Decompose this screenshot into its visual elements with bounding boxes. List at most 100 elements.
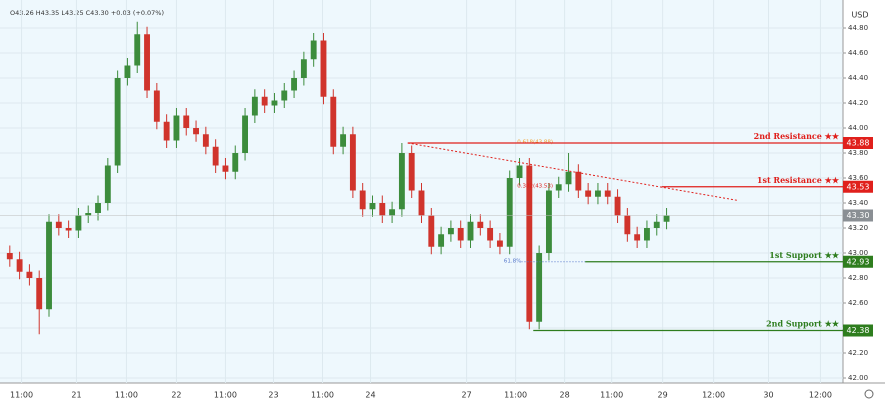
x-tick-label: 29 xyxy=(658,391,668,400)
level-name: 1st Resistance ★★ xyxy=(757,175,840,185)
currency: USD xyxy=(851,11,868,20)
x-tick-label: 12:00 xyxy=(809,391,832,400)
candle-body xyxy=(487,228,494,241)
candle-body xyxy=(310,40,317,60)
candle-body xyxy=(389,209,396,216)
settings-icon[interactable] xyxy=(864,389,874,399)
y-tick-label: 43.20 xyxy=(848,224,868,232)
candle-body xyxy=(369,203,376,210)
axis-bg xyxy=(843,0,885,407)
x-tick-label: 11:00 xyxy=(504,391,527,400)
candle-body xyxy=(75,215,82,231)
x-tick-label: 11:00 xyxy=(10,391,33,400)
x-tick-label: 11:00 xyxy=(115,391,138,400)
y-tick-label: 42.20 xyxy=(848,349,868,357)
candle-body xyxy=(624,215,631,235)
fib-label: 0.382(43.53) xyxy=(517,183,553,189)
candle-body xyxy=(261,96,268,106)
y-tick-label: 42.00 xyxy=(848,374,868,382)
candle-body xyxy=(349,134,356,191)
level-name: 2nd Support ★★ xyxy=(766,319,840,329)
x-tick-label: 11:00 xyxy=(600,391,623,400)
level-tag xyxy=(843,137,873,149)
candle-body xyxy=(202,134,209,147)
candle-body xyxy=(438,234,445,247)
candle-body xyxy=(85,213,92,216)
candle-body xyxy=(300,59,307,78)
candle-body xyxy=(496,240,503,247)
candle-body xyxy=(545,190,552,253)
fib-label: 61.8% xyxy=(504,258,521,264)
y-tick-label: 43.40 xyxy=(848,199,868,207)
candle-body xyxy=(104,165,111,203)
candle-body xyxy=(153,90,160,122)
y-tick-label: 42.60 xyxy=(848,299,868,307)
level-name: 2nd Resistance ★★ xyxy=(754,131,840,141)
candle-body xyxy=(340,134,347,147)
candle-body xyxy=(398,153,405,210)
candle-body xyxy=(653,221,660,228)
candle-body xyxy=(242,115,248,153)
candle-body xyxy=(536,253,543,322)
candle-body xyxy=(506,178,513,247)
candle-body xyxy=(95,203,101,213)
candle-body xyxy=(222,165,229,172)
x-tick-label: 27 xyxy=(461,391,471,400)
candle-body xyxy=(614,196,621,216)
x-tick-label: 30 xyxy=(763,391,773,400)
candle-body xyxy=(46,221,52,310)
x-tick-label: 11:00 xyxy=(214,391,237,400)
x-tick-label: 21 xyxy=(71,391,81,400)
candle-body xyxy=(418,190,425,216)
candle-body xyxy=(555,184,562,191)
y-tick-label: 42.80 xyxy=(848,274,868,282)
candle-body xyxy=(526,165,533,322)
candle-body xyxy=(16,259,23,272)
candle-body xyxy=(6,253,13,260)
x-tick-label: 24 xyxy=(365,391,375,400)
level-value: 42.38 xyxy=(847,326,870,335)
candle-body xyxy=(134,34,141,66)
candle-body xyxy=(291,78,298,91)
y-tick-label: 44.00 xyxy=(848,124,868,132)
candle-body xyxy=(65,228,72,231)
candle-body xyxy=(26,271,33,278)
candle-body xyxy=(604,190,611,197)
y-tick-label: 43.00 xyxy=(848,249,868,257)
y-tick-label: 43.60 xyxy=(848,174,868,182)
candle-body xyxy=(565,171,572,185)
candle-body xyxy=(634,234,641,241)
candle-body xyxy=(575,171,582,191)
candle-body xyxy=(124,65,131,78)
candle-body xyxy=(585,190,592,197)
y-tick-label: 44.60 xyxy=(848,49,868,57)
level-tag xyxy=(843,180,873,193)
x-tick-label: 23 xyxy=(268,391,278,400)
candle-body xyxy=(232,153,239,172)
candle-body xyxy=(173,115,180,141)
y-tick-label: 44.40 xyxy=(848,74,868,82)
x-tick-label: 28 xyxy=(560,391,570,400)
current-price-label: 43.30 xyxy=(847,211,870,220)
y-tick-label: 44.20 xyxy=(848,99,868,107)
candle-body xyxy=(281,90,288,101)
candle-body xyxy=(55,221,62,228)
candle-body xyxy=(477,221,484,228)
level-tag xyxy=(843,324,873,337)
level-name: 1st Support ★★ xyxy=(769,250,840,260)
candle-body xyxy=(36,278,43,310)
candle-body xyxy=(457,228,464,241)
candle-body xyxy=(644,228,650,241)
candle-body xyxy=(359,190,366,210)
level-value: 42.93 xyxy=(847,257,870,266)
level-value: 43.88 xyxy=(847,139,870,148)
x-tick-label: 12:00 xyxy=(702,391,725,400)
candle-body xyxy=(408,153,415,191)
level-tag xyxy=(843,255,873,268)
y-tick-label: 43.80 xyxy=(848,149,868,157)
candle-body xyxy=(516,165,523,178)
candle-body xyxy=(595,190,601,197)
candle-body xyxy=(428,215,435,247)
y-tick-label: 44.80 xyxy=(848,24,868,32)
